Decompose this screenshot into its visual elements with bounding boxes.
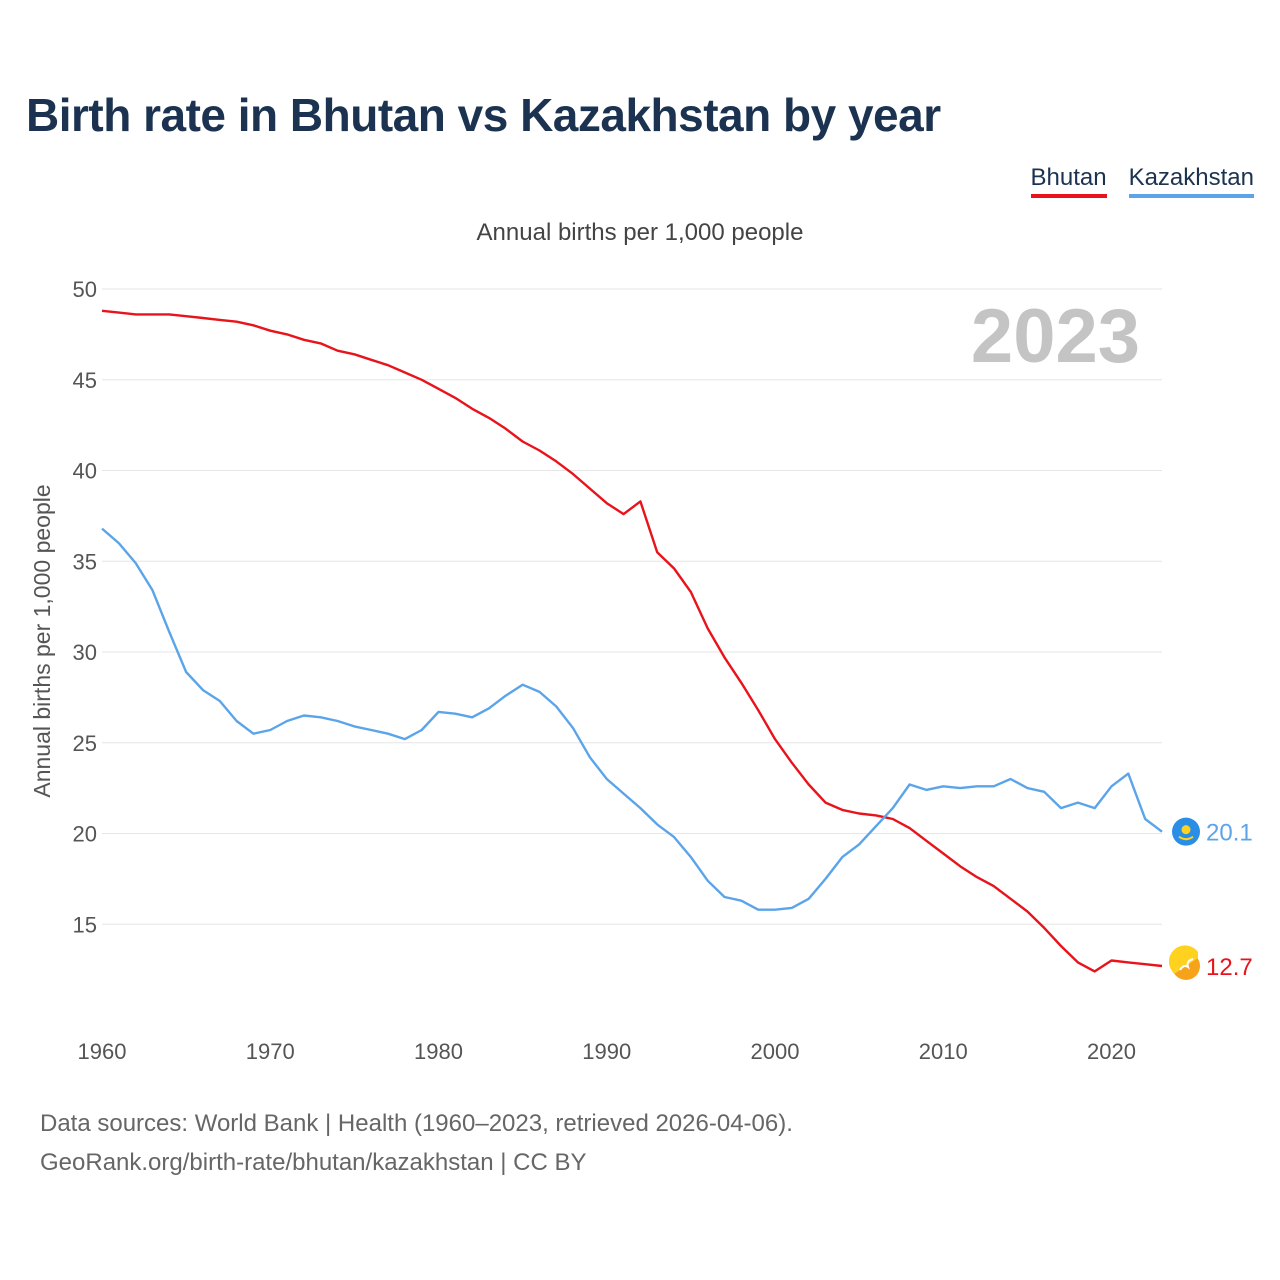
x-tick-label: 1960 [78, 1039, 127, 1064]
series-group [101, 309, 1163, 973]
series-line-bhutan[interactable] [101, 309, 1163, 973]
legend-item-bhutan[interactable]: Bhutan [1030, 164, 1107, 198]
footer: Data sources: World Bank | Health (1960–… [40, 1104, 793, 1182]
y-tick-label: 25 [73, 731, 97, 756]
kazakhstan-flag-icon [1172, 817, 1200, 846]
x-tick-label: 1980 [414, 1039, 463, 1064]
y-tick-label: 15 [73, 912, 97, 937]
legend-item-kazakhstan[interactable]: Kazakhstan [1128, 164, 1254, 198]
source-note: Data sources: World Bank | Health (1960–… [40, 1110, 793, 1137]
x-tick-label: 2020 [1087, 1039, 1136, 1064]
x-tick-label: 1990 [582, 1039, 631, 1064]
gridlines [102, 288, 1162, 925]
current-year-label: 2023 [971, 294, 1140, 379]
y-tick-label: 45 [73, 368, 97, 393]
y-tick-label: 50 [73, 277, 97, 302]
x-tick-label: 2010 [919, 1039, 968, 1064]
chart-subtitle: Annual births per 1,000 people [477, 219, 804, 246]
x-tick-label: 1970 [246, 1039, 295, 1064]
y-axis-label: Annual births per 1,000 people [29, 484, 55, 797]
flag-dragon [1179, 958, 1194, 971]
y-tick-label: 20 [73, 822, 97, 847]
y-tick-label: 40 [73, 459, 97, 484]
flag-sun [1181, 825, 1191, 835]
end-value-label: 20.1 [1206, 820, 1253, 847]
flag-upper [1168, 945, 1198, 974]
end-value-label: 12.7 [1206, 954, 1253, 981]
x-axis-ticks: 1960 1970 1980 1990 2000 2010 2020 [78, 1039, 1136, 1064]
bhutan-flag-icon [1168, 945, 1200, 980]
legend: Bhutan Kazakhstan [1030, 164, 1254, 198]
chart-title: Birth rate in Bhutan vs Kazakhstan by ye… [26, 89, 941, 141]
y-tick-label: 35 [73, 549, 97, 574]
flag-eagle [1178, 835, 1194, 841]
source-link[interactable]: GeoRank.org/birth-rate/bhutan/kazakhstan… [40, 1149, 587, 1176]
y-axis-ticks: 15 20 25 30 35 40 45 50 [73, 277, 97, 937]
x-tick-label: 2000 [751, 1039, 800, 1064]
series-line-kazakhstan[interactable] [101, 527, 1163, 911]
end-markers: 12.7 20.1 [1168, 817, 1253, 981]
y-tick-label: 30 [73, 640, 97, 665]
